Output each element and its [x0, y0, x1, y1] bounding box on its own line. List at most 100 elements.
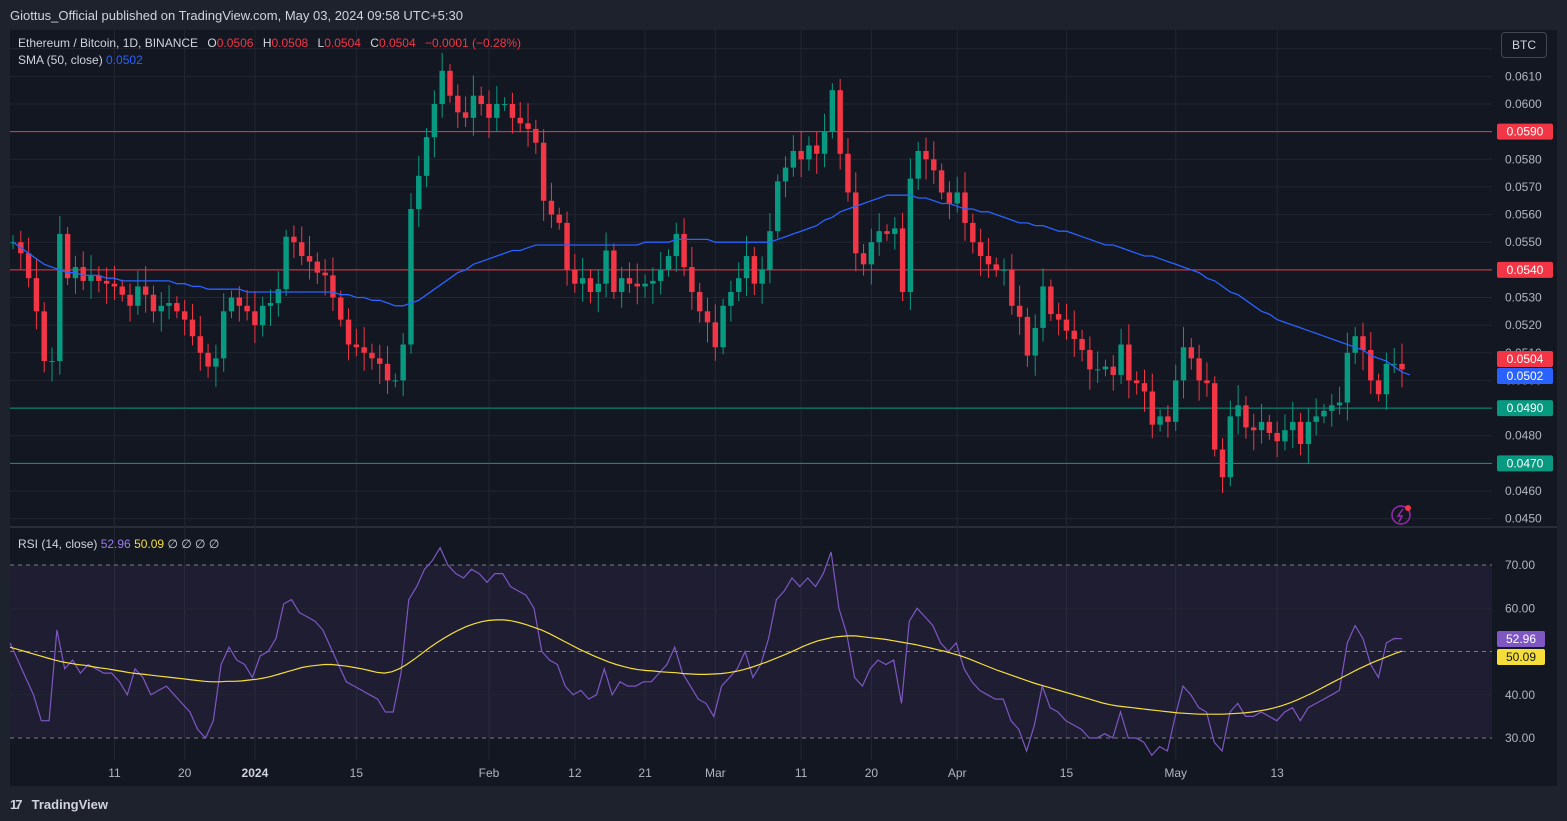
candle-body: [665, 256, 672, 270]
candle-body: [993, 264, 999, 270]
sma-legend[interactable]: SMA (50, close) 0.0502: [18, 53, 143, 67]
candle-body: [595, 283, 601, 292]
change-value: −0.0001 (−0.28%): [424, 36, 522, 50]
time-tick-label: May: [1164, 766, 1187, 780]
candle-body: [907, 178, 914, 292]
candle-body: [353, 344, 360, 348]
candle-body: [782, 167, 789, 182]
candle-body: [938, 170, 945, 193]
candle-body: [1375, 380, 1382, 395]
candle-body: [189, 319, 196, 337]
candle-body: [64, 233, 71, 279]
tradingview-logo-icon: 17: [10, 797, 22, 812]
candle-body: [236, 297, 243, 306]
candle-body: [806, 145, 812, 160]
candle-body: [572, 269, 578, 284]
candle-body: [408, 209, 414, 345]
candle-body: [790, 150, 797, 168]
rsi-badge-label: 52.96: [1506, 632, 1536, 646]
candle-body: [923, 150, 929, 160]
rsi-ma-line: [9, 619, 1403, 715]
close-label: C: [370, 36, 379, 50]
candle-body: [400, 344, 406, 381]
candle-body: [1071, 330, 1077, 339]
candle-body: [431, 104, 438, 138]
brand[interactable]: 17 TradingView: [10, 797, 108, 812]
price-tick-label: 0.0530: [1505, 291, 1542, 305]
price-tick-label: 0.0520: [1505, 318, 1542, 332]
candle-body: [462, 112, 469, 118]
candle-body: [720, 305, 726, 348]
horizontal-level-badge: [1497, 261, 1553, 278]
candle-body: [1399, 363, 1405, 370]
candle-body: [447, 70, 453, 96]
candle-body: [228, 297, 235, 312]
price-tick-label: 0.0580: [1505, 152, 1542, 166]
candle-body: [314, 261, 321, 273]
lightning-icon: [1391, 505, 1411, 525]
horizontal-level-label: 0.0470: [1507, 456, 1544, 470]
time-tick-label: Mar: [705, 766, 726, 780]
candle-body: [1227, 416, 1234, 478]
horizontal-level-label: 0.0490: [1507, 401, 1544, 415]
candle-body: [259, 305, 266, 326]
candle-body: [743, 256, 750, 279]
candle-body: [158, 305, 164, 312]
candle-body: [775, 181, 781, 232]
sma-line: [12, 194, 1411, 376]
rsi-value: 52.96: [100, 537, 131, 551]
candle-body: [845, 153, 851, 193]
candle-body: [486, 104, 492, 118]
rsi-legend[interactable]: RSI (14, close) 52.96 50.09 ∅ ∅ ∅ ∅: [18, 537, 219, 551]
candle-body: [267, 303, 274, 306]
candle-body: [1282, 430, 1288, 442]
candle-body: [166, 303, 172, 306]
candle-body: [642, 283, 648, 287]
candle-body: [751, 256, 758, 284]
candle-body: [689, 267, 695, 292]
candle-body: [579, 278, 586, 284]
candle-body: [1360, 336, 1366, 351]
time-tick-label: 20: [178, 766, 192, 780]
bottom-bar: [0, 786, 1567, 821]
candle-body: [1344, 352, 1351, 403]
candle-body: [439, 70, 445, 104]
time-tick-label: 20: [865, 766, 879, 780]
price-tick-label: 0.0480: [1505, 429, 1542, 443]
low-value: 0.0504: [324, 36, 361, 50]
price-tick-label: 0.0600: [1505, 97, 1542, 111]
candle-body: [88, 275, 94, 281]
top-bar: [0, 0, 1567, 30]
time-axis-background: [10, 760, 1557, 786]
currency-button[interactable]: BTC: [1501, 32, 1547, 58]
candle-body: [1001, 269, 1007, 271]
candle-body: [1032, 327, 1038, 356]
candle-body: [423, 137, 430, 176]
candle-body: [275, 289, 282, 304]
candle-body: [330, 275, 336, 298]
high-value: 0.0508: [271, 36, 309, 50]
candle-body: [1251, 427, 1257, 431]
candle-body: [517, 117, 523, 124]
candle-body: [556, 214, 562, 223]
horizontal-level-badge: [1497, 123, 1553, 140]
rsi-tick-label: 70.00: [1505, 558, 1535, 572]
lightning-icon-bolt: [1396, 508, 1404, 523]
candle-body: [618, 278, 625, 292]
sma-value: 0.0502: [106, 53, 143, 67]
candle-body: [892, 228, 898, 234]
symbol-name[interactable]: Ethereum / Bitcoin, 1D, BINANCE: [18, 36, 199, 50]
candle-body: [1126, 344, 1132, 381]
candle-body: [696, 291, 703, 312]
candle-body: [767, 231, 773, 270]
time-tick-label: 15: [350, 766, 364, 780]
candle-body: [1290, 421, 1296, 431]
rsi-tick-label: 40.00: [1505, 688, 1535, 702]
candle-body: [1172, 380, 1179, 422]
candle-body: [322, 272, 328, 276]
candle-body: [1133, 380, 1140, 384]
candle-body: [853, 192, 859, 254]
candle-body: [759, 269, 765, 284]
candle-body: [860, 253, 867, 265]
